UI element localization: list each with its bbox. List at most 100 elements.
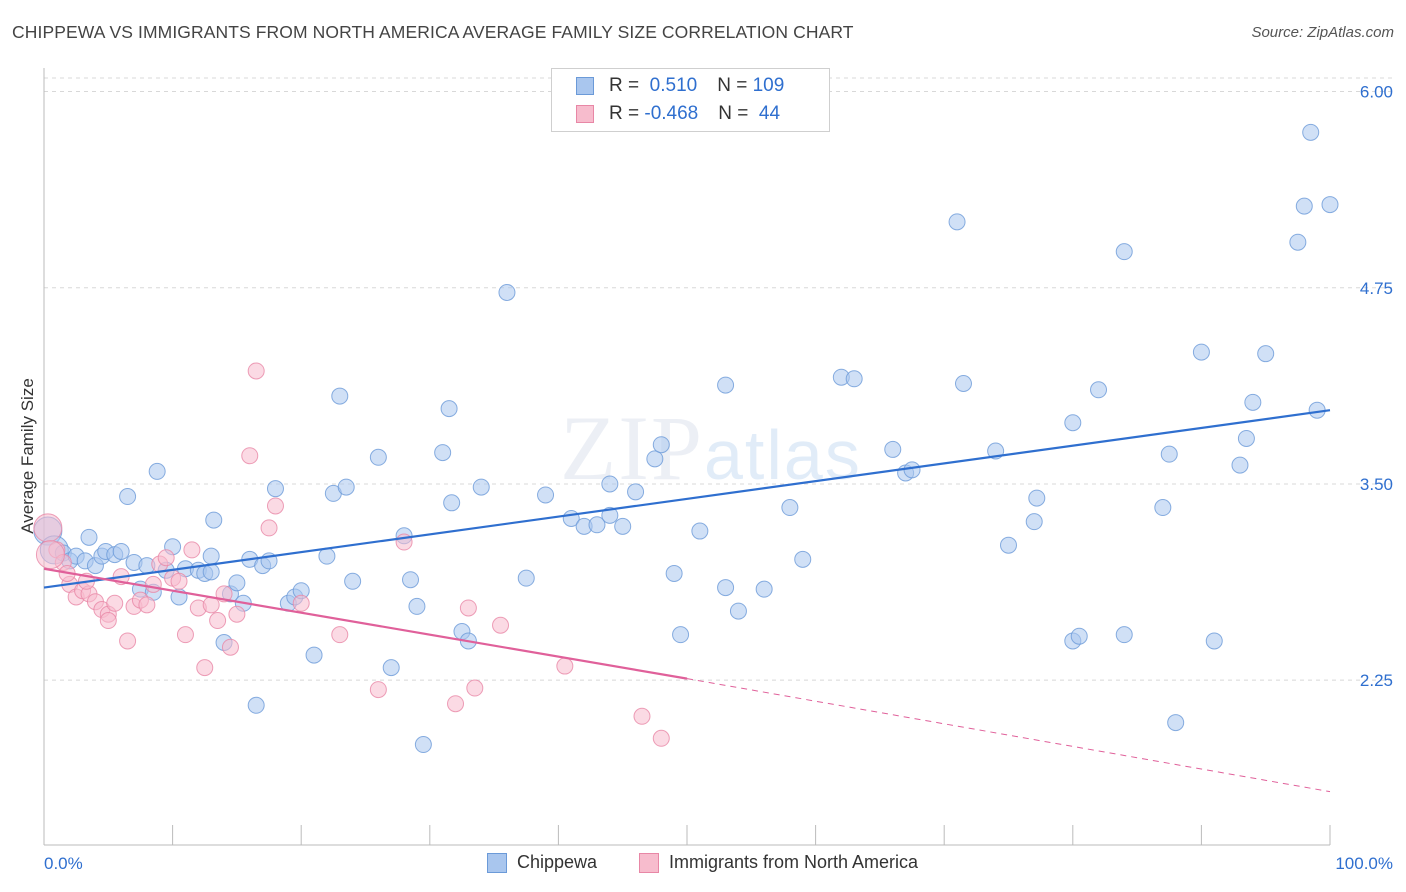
immigrants-point	[292, 594, 310, 612]
chippewa-point	[266, 480, 284, 498]
chippewa-point	[414, 736, 432, 754]
watermark-zip: ZIP	[560, 397, 704, 499]
chippewa-point	[794, 550, 812, 568]
immigrants-point	[144, 575, 162, 593]
chippewa-point	[1289, 233, 1307, 251]
legend-r-value: -0.468	[644, 103, 699, 124]
immigrants-point	[157, 549, 175, 567]
immigrants-point	[331, 626, 349, 644]
immigrants-trend-line	[43, 567, 688, 680]
x-tick-label: 100.0%	[1335, 854, 1393, 873]
chippewa-point	[119, 488, 137, 506]
chippewa-point	[344, 572, 362, 590]
chippewa-point	[1205, 632, 1223, 650]
y-tick-label: 2.25	[1360, 671, 1393, 690]
chippewa-point	[717, 579, 735, 597]
chippewa-point	[1192, 343, 1210, 361]
immigrants-point	[228, 605, 246, 623]
immigrants-point	[138, 596, 156, 614]
chippewa-point	[337, 478, 355, 496]
legend-r-label: R =	[609, 103, 645, 124]
chippewa-point	[627, 483, 645, 501]
chippewa-point	[1295, 197, 1313, 215]
chippewa-point	[1231, 456, 1249, 474]
immigrants-point	[556, 657, 574, 675]
chippewa-point	[112, 542, 130, 560]
legend-swatch-chippewa	[576, 77, 594, 95]
chippewa-point	[228, 574, 246, 592]
immigrants-point	[492, 616, 510, 634]
chippewa-point	[1160, 445, 1178, 463]
chippewa-point	[369, 448, 387, 466]
immigrants-point	[35, 540, 65, 570]
chippewa-point	[80, 528, 98, 546]
chippewa-point	[517, 569, 535, 587]
chippewa-point	[1302, 123, 1320, 141]
immigrants-point	[241, 447, 259, 465]
immigrants-point	[466, 679, 484, 697]
chippewa-point	[1167, 714, 1185, 732]
chippewa-point	[148, 462, 166, 480]
chippewa-point	[665, 564, 683, 582]
chippewa-point	[202, 547, 220, 565]
source-credit: Source: ZipAtlas.com	[1251, 24, 1394, 41]
chippewa-point	[1064, 414, 1082, 432]
chippewa-point	[948, 213, 966, 231]
chippewa-point	[1321, 196, 1339, 214]
chippewa-point	[318, 547, 336, 565]
watermark: ZIPatlas	[560, 395, 862, 501]
x-tick-label: 0.0%	[44, 854, 83, 873]
chippewa-point	[755, 580, 773, 598]
immigrants-point	[266, 497, 284, 515]
y-tick-label: 3.50	[1360, 475, 1393, 494]
legend-n-label: N =	[717, 75, 753, 96]
chippewa-point	[205, 511, 223, 529]
chippewa-point	[498, 283, 516, 301]
legend-r-label: R =	[609, 75, 645, 96]
chippewa-point	[601, 506, 619, 524]
legend-n-value: 109	[752, 75, 785, 96]
chippewa-point	[443, 494, 461, 512]
immigrants-point	[209, 612, 227, 630]
chippewa-point	[1257, 345, 1275, 363]
chippewa-point	[652, 436, 670, 454]
immigrants-point	[183, 541, 201, 559]
chippewa-point	[903, 461, 921, 479]
chippewa-point	[1115, 243, 1133, 261]
bottom-legend-label-immigrants: Immigrants from North America	[669, 852, 919, 872]
bottom-legend-swatch-immigrants	[639, 852, 659, 873]
chippewa-point	[717, 376, 735, 394]
chippewa-point	[472, 478, 490, 496]
immigrants-point	[119, 632, 137, 650]
immigrants-point	[99, 612, 117, 630]
immigrants-point	[33, 513, 63, 543]
chippewa-point	[434, 444, 452, 462]
chippewa-point	[1244, 393, 1262, 411]
chippewa-point	[781, 499, 799, 517]
immigrants-point	[447, 695, 465, 713]
chippewa-point	[845, 370, 863, 388]
bottom-legend-immigrants: Immigrants from North America	[639, 852, 918, 873]
chippewa-point	[440, 400, 458, 418]
immigrants-point	[260, 519, 278, 537]
y-tick-label: 6.00	[1360, 83, 1393, 102]
chippewa-point	[601, 475, 619, 493]
immigrants-point	[196, 659, 214, 677]
chippewa-point	[1115, 626, 1133, 644]
chippewa-point	[408, 597, 426, 615]
chippewa-trend-line	[43, 409, 1331, 589]
chippewa-point	[331, 387, 349, 405]
chippewa-point	[305, 646, 323, 664]
chippewa-point	[884, 440, 902, 458]
legend-n-value: 44	[753, 103, 781, 124]
immigrants-point	[652, 729, 670, 747]
immigrants-point	[106, 594, 124, 612]
immigrants-trend-line-extrapolated	[686, 678, 1331, 793]
chippewa-point	[247, 696, 265, 714]
y-axis-label: Average Family Size	[18, 378, 37, 534]
chippewa-point	[1090, 381, 1108, 399]
legend-swatch-immigrants	[576, 105, 594, 123]
immigrants-point	[247, 362, 265, 380]
y-tick-label: 4.75	[1360, 279, 1393, 298]
chippewa-point	[402, 571, 420, 589]
